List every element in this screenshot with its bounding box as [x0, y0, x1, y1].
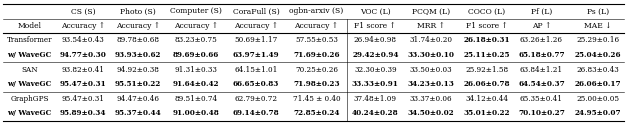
Text: 70.10±0.27: 70.10±0.27: [518, 109, 565, 117]
Text: 71.69±0.26: 71.69±0.26: [293, 51, 340, 59]
Text: w/ WaveGC: w/ WaveGC: [7, 80, 52, 88]
Text: 25.29±0.16: 25.29±0.16: [576, 36, 620, 45]
Text: 26.06±0.17: 26.06±0.17: [575, 80, 621, 88]
Text: 37.48±1.09: 37.48±1.09: [354, 95, 397, 103]
Text: Accuracy ↑: Accuracy ↑: [61, 22, 105, 30]
Text: ogbn-arxiv (S): ogbn-arxiv (S): [289, 7, 344, 15]
Text: Accuracy ↑: Accuracy ↑: [234, 22, 278, 30]
Text: 34.12±0.44: 34.12±0.44: [465, 95, 508, 103]
Text: 65.18±0.77: 65.18±0.77: [518, 51, 564, 59]
Text: 24.95±0.07: 24.95±0.07: [575, 109, 621, 117]
Text: 95.37±0.44: 95.37±0.44: [115, 109, 162, 117]
Text: 83.23±0.75: 83.23±0.75: [175, 36, 218, 45]
Text: Accuracy ↑: Accuracy ↑: [116, 22, 160, 30]
Text: 62.79±0.72: 62.79±0.72: [234, 95, 278, 103]
Text: 63.26±1.26: 63.26±1.26: [520, 36, 563, 45]
Text: 50.69±1.17: 50.69±1.17: [234, 36, 278, 45]
Text: 89.78±0.68: 89.78±0.68: [116, 36, 160, 45]
Text: 94.92±0.38: 94.92±0.38: [117, 66, 159, 74]
Text: 25.04±0.26: 25.04±0.26: [575, 51, 621, 59]
Text: 26.94±0.98: 26.94±0.98: [354, 36, 397, 45]
Text: 94.77±0.30: 94.77±0.30: [60, 51, 107, 59]
Text: 89.69±0.66: 89.69±0.66: [173, 51, 220, 59]
Text: MRR ↑: MRR ↑: [417, 22, 445, 30]
Text: 71.98±0.23: 71.98±0.23: [293, 80, 340, 88]
Text: 64.15±1.01: 64.15±1.01: [234, 66, 278, 74]
Text: 91.64±0.42: 91.64±0.42: [173, 80, 220, 88]
Text: 33.50±0.03: 33.50±0.03: [410, 66, 452, 74]
Text: 63.97±1.49: 63.97±1.49: [233, 51, 279, 59]
Text: 89.51±0.74: 89.51±0.74: [175, 95, 218, 103]
Text: PCQM (L): PCQM (L): [412, 7, 450, 15]
Text: 33.33±0.91: 33.33±0.91: [352, 80, 399, 88]
Text: 26.18±0.31: 26.18±0.31: [463, 36, 510, 45]
Text: 32.30±0.39: 32.30±0.39: [354, 66, 397, 74]
Text: 34.50±0.02: 34.50±0.02: [408, 109, 454, 117]
Text: 95.47±0.31: 95.47±0.31: [61, 95, 105, 103]
Text: CS (S): CS (S): [71, 7, 95, 15]
Text: MAE ↓: MAE ↓: [584, 22, 611, 30]
Text: 93.93±0.62: 93.93±0.62: [115, 51, 161, 59]
Text: AP ↑: AP ↑: [532, 22, 551, 30]
Text: 93.54±0.43: 93.54±0.43: [62, 36, 104, 45]
Text: w/ WaveGC: w/ WaveGC: [7, 51, 52, 59]
Text: 25.00±0.05: 25.00±0.05: [576, 95, 620, 103]
Text: 33.30±0.10: 33.30±0.10: [408, 51, 454, 59]
Text: Transformer: Transformer: [6, 36, 52, 45]
Text: Model: Model: [17, 22, 42, 30]
Text: 95.89±0.34: 95.89±0.34: [60, 109, 106, 117]
Text: 91.00±0.48: 91.00±0.48: [173, 109, 220, 117]
Text: Accuracy ↑: Accuracy ↑: [294, 22, 339, 30]
Text: 33.37±0.06: 33.37±0.06: [410, 95, 452, 103]
Text: F1 score ↑: F1 score ↑: [355, 22, 396, 30]
Text: w/ WaveGC: w/ WaveGC: [7, 109, 52, 117]
Text: 64.54±0.37: 64.54±0.37: [518, 80, 565, 88]
Text: 95.47±0.31: 95.47±0.31: [60, 80, 107, 88]
Text: 94.47±0.46: 94.47±0.46: [116, 95, 160, 103]
Text: Pf (L): Pf (L): [531, 7, 552, 15]
Text: GraphGPS: GraphGPS: [10, 95, 49, 103]
Text: Computer (S): Computer (S): [170, 7, 222, 15]
Text: 91.31±0.33: 91.31±0.33: [175, 66, 218, 74]
Text: 25.92±1.58: 25.92±1.58: [465, 66, 508, 74]
Text: 40.24±0.28: 40.24±0.28: [352, 109, 399, 117]
Text: F1 score ↑: F1 score ↑: [466, 22, 508, 30]
Text: 93.82±0.41: 93.82±0.41: [61, 66, 105, 74]
Text: SAN: SAN: [21, 66, 38, 74]
Text: 35.01±0.22: 35.01±0.22: [463, 109, 510, 117]
Text: 29.42±0.94: 29.42±0.94: [352, 51, 399, 59]
Text: 26.06±0.78: 26.06±0.78: [463, 80, 510, 88]
Text: VOC (L): VOC (L): [360, 7, 390, 15]
Text: 95.51±0.22: 95.51±0.22: [115, 80, 161, 88]
Text: 25.11±0.25: 25.11±0.25: [463, 51, 510, 59]
Text: 69.14±0.78: 69.14±0.78: [233, 109, 279, 117]
Text: 26.83±0.43: 26.83±0.43: [577, 66, 619, 74]
Text: CoraFull (S): CoraFull (S): [232, 7, 280, 15]
Text: COCO (L): COCO (L): [468, 7, 506, 15]
Text: Accuracy ↑: Accuracy ↑: [174, 22, 218, 30]
Text: 34.23±0.13: 34.23±0.13: [408, 80, 454, 88]
Text: Ps (L): Ps (L): [587, 7, 609, 15]
Text: 66.65±0.83: 66.65±0.83: [233, 80, 279, 88]
Text: 65.35±0.41: 65.35±0.41: [520, 95, 563, 103]
Text: 71.45 ± 0.40: 71.45 ± 0.40: [292, 95, 340, 103]
Text: 31.74±0.20: 31.74±0.20: [410, 36, 452, 45]
Text: 63.84±1.21: 63.84±1.21: [520, 66, 563, 74]
Text: 57.55±0.53: 57.55±0.53: [295, 36, 338, 45]
Text: Photo (S): Photo (S): [120, 7, 156, 15]
Text: 72.85±0.24: 72.85±0.24: [293, 109, 340, 117]
Text: 70.25±0.26: 70.25±0.26: [295, 66, 338, 74]
